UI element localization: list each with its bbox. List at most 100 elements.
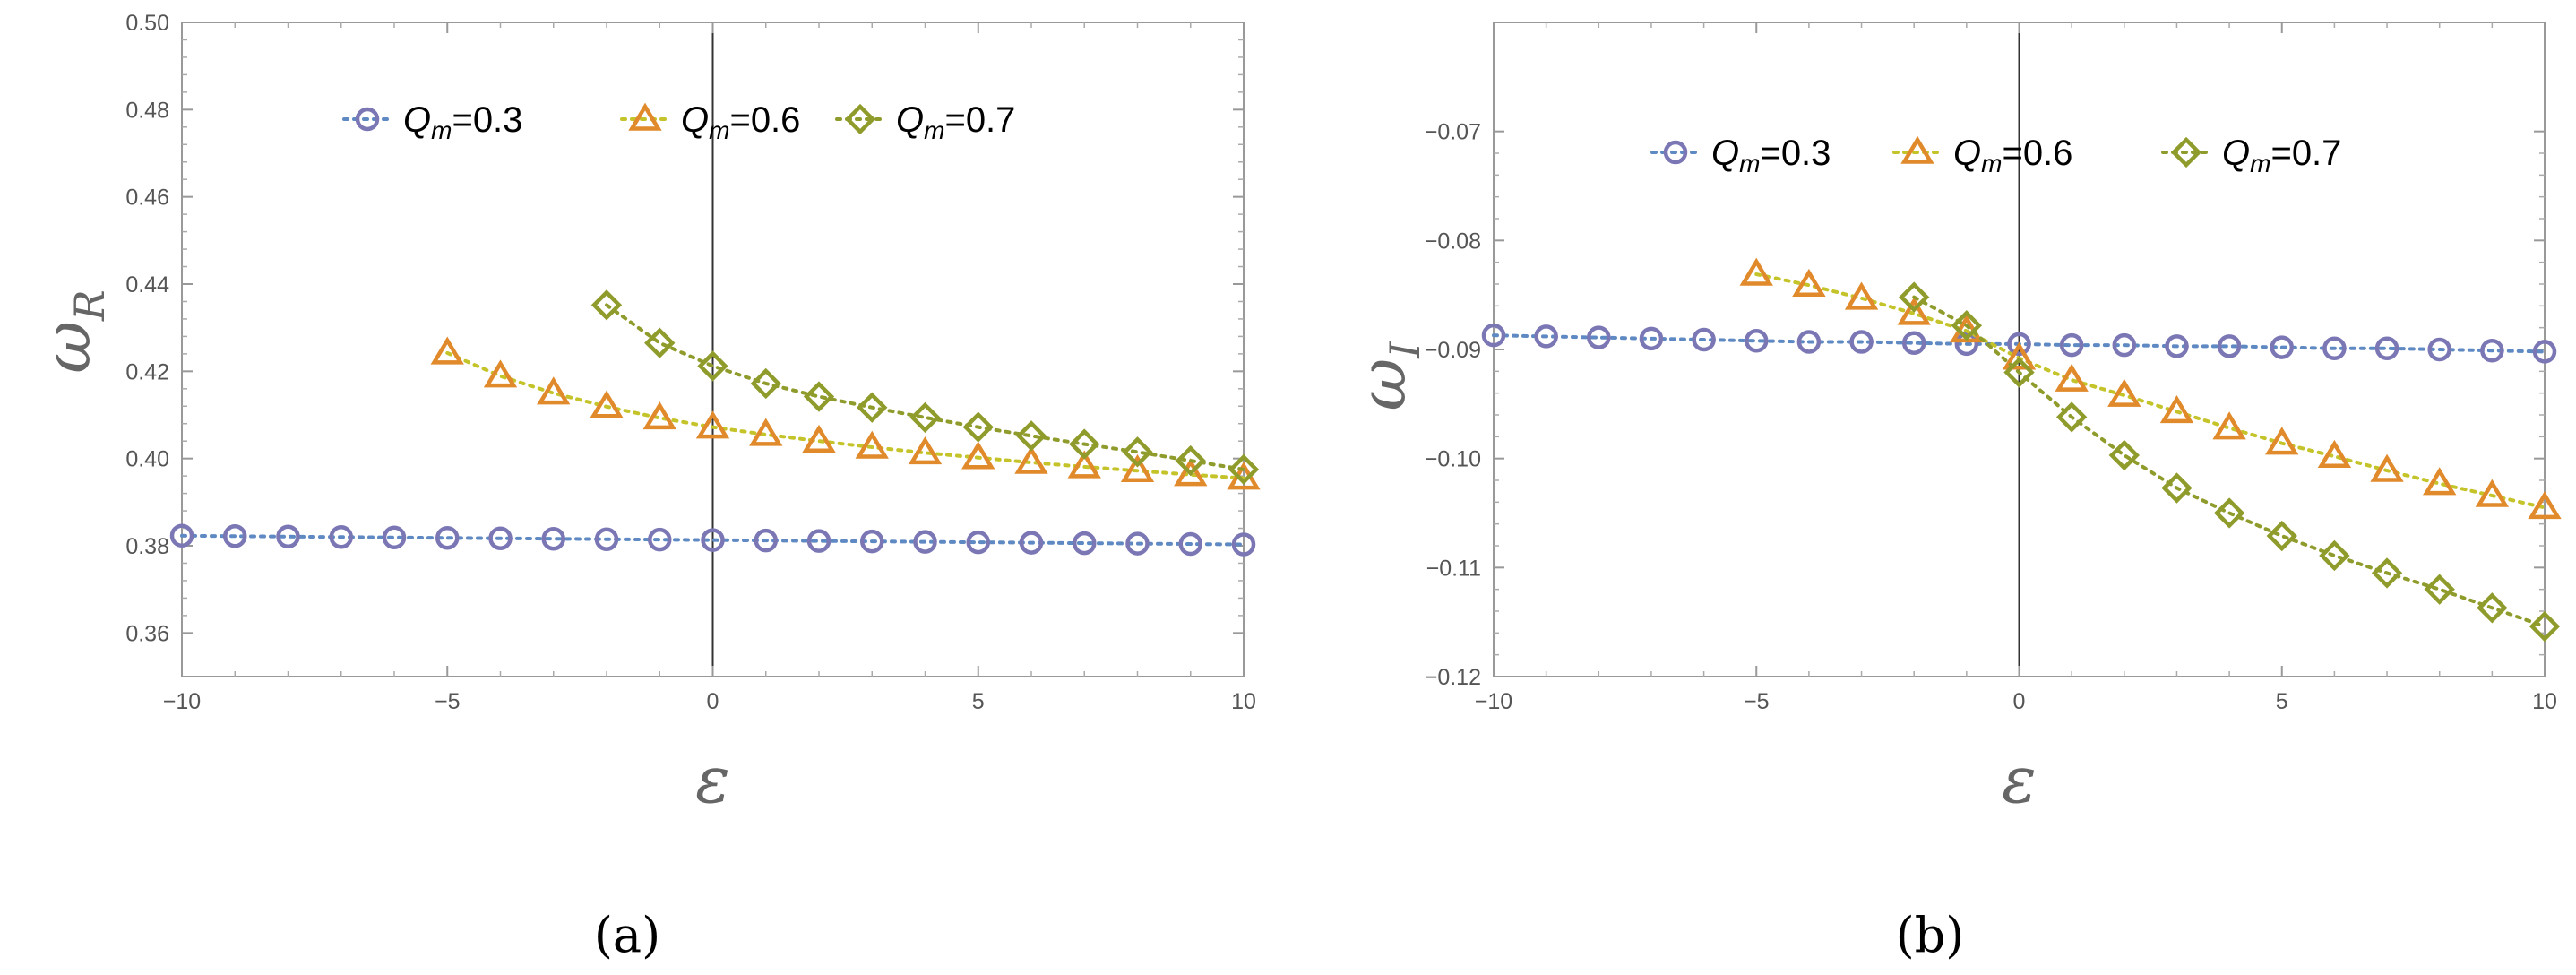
panel-b-data-point bbox=[2424, 574, 2455, 605]
panel-b-data-point bbox=[2003, 357, 2035, 388]
panel-b-data-point bbox=[2159, 394, 2194, 424]
panel-a-data-point bbox=[1120, 453, 1155, 483]
panel-a-data-point bbox=[435, 525, 460, 550]
panel-b-data-point bbox=[1897, 297, 1931, 325]
panel-a: −10 −5 0 5 10 0.36 0.38 0.40 0.42 0.44 0.46 0.48 0.5… bbox=[30, 11, 1261, 963]
panel-b-x-tick-label: −5 bbox=[1744, 689, 1770, 714]
panel-b-data-point bbox=[2317, 439, 2352, 468]
panel-b-data-point bbox=[2477, 592, 2508, 624]
panel-b-data-point bbox=[1796, 330, 1822, 354]
panel-a-data-point bbox=[648, 527, 672, 552]
panel-b-data-point bbox=[1639, 326, 1664, 351]
panel-a-data-point bbox=[806, 529, 831, 553]
panel-b-data-point bbox=[2475, 479, 2510, 507]
panel-b-data-point bbox=[1844, 281, 1879, 310]
panel-b-data-point bbox=[2055, 363, 2089, 392]
panel-b-y-tick-label: −0.08 bbox=[1425, 229, 1481, 254]
panel-a-data-point bbox=[909, 401, 941, 434]
panel-b-data-point bbox=[1739, 257, 1773, 286]
panel-b-data-point bbox=[2059, 332, 2084, 358]
panel-b-data-point bbox=[2480, 338, 2504, 363]
panel-a-y-axis-label: ωR bbox=[30, 289, 114, 373]
panel-a-x-tick-label: 0 bbox=[707, 689, 719, 714]
panel-b-legend-marker bbox=[2170, 136, 2202, 168]
panel-b-data-point bbox=[2165, 334, 2189, 358]
panel-a-data-point bbox=[430, 336, 464, 365]
panel-b-y-axis-label: ωI bbox=[1345, 341, 1429, 411]
panel-a-data-point bbox=[488, 526, 513, 550]
panel-a-data-point bbox=[1069, 428, 1100, 460]
panel-a-x-tick-label: −5 bbox=[435, 689, 461, 714]
panel-a-y-tick-label: 0.48 bbox=[125, 98, 169, 123]
panel-a-data-point bbox=[855, 430, 889, 459]
panel-a-data-point bbox=[642, 401, 676, 430]
panel-a-data-point bbox=[962, 411, 994, 443]
panel-b-x-tick-label: 5 bbox=[2276, 689, 2288, 714]
panel-b-y-tick-label: −0.07 bbox=[1425, 120, 1481, 145]
panel-b-data-point bbox=[2371, 557, 2403, 589]
panel-a-data-point bbox=[961, 441, 995, 470]
panel-b-data-point bbox=[2213, 497, 2245, 529]
panel-a-x-tick-label: 5 bbox=[972, 689, 985, 714]
panel-b-data-point bbox=[1954, 332, 1979, 357]
panel-a-data-point bbox=[644, 327, 676, 358]
panel-b-data-point bbox=[2270, 335, 2294, 359]
panel-a-data-point bbox=[750, 367, 781, 400]
panel-b-legend-marker bbox=[1900, 135, 1934, 164]
panel-a-data-point bbox=[913, 530, 937, 554]
panel-a-y-tick-label: 0.42 bbox=[125, 359, 169, 384]
panel-a-data-point bbox=[1175, 444, 1206, 477]
panel-a-data-point bbox=[276, 524, 300, 549]
panel-a-series-line bbox=[445, 350, 1245, 480]
panel-a-data-point bbox=[695, 410, 730, 439]
panel-a-data-point bbox=[1125, 531, 1150, 556]
panel-a-data-point bbox=[382, 525, 407, 550]
panel-a-data-point bbox=[802, 424, 836, 453]
panel-a-series-line bbox=[180, 533, 1245, 547]
panel-a-y-tick-label: 0.44 bbox=[125, 272, 169, 298]
panel-b-data-point bbox=[2055, 401, 2088, 433]
panel-a-data-point bbox=[701, 528, 725, 552]
panel-a-data-point bbox=[860, 529, 884, 554]
panel-b-x-tick-label: 0 bbox=[2013, 689, 2026, 714]
panel-b-data-point bbox=[2002, 341, 2037, 370]
panel-a-legend-marker bbox=[355, 107, 380, 132]
panel-a-x-axis-label: ε bbox=[695, 742, 730, 817]
panel-b-y-tick-label: −0.09 bbox=[1425, 338, 1481, 363]
panel-a-data-point bbox=[966, 530, 990, 555]
panel-b-x-axis-label: ε bbox=[2002, 742, 2037, 817]
panel-a-data-point bbox=[1231, 532, 1256, 557]
panel-b-y-tick-label: −0.12 bbox=[1425, 665, 1481, 690]
panel-a-y-tick-label: 0.50 bbox=[125, 11, 169, 36]
panel-b-data-point bbox=[2529, 610, 2561, 643]
panel-a-series-0 bbox=[169, 523, 1256, 557]
panel-b-series-line bbox=[1754, 272, 2546, 510]
panel-a-legend: Qm=0.3 Qm=0.6 Qm=0.7 bbox=[342, 100, 1015, 144]
panel-b-legend-label: Qm=0.3 bbox=[1711, 134, 1831, 177]
panel-b-caption: (b) bbox=[1896, 907, 1965, 963]
panel-b-data-point bbox=[2266, 520, 2297, 552]
panel-a-data-point bbox=[1019, 531, 1044, 555]
panel-a-y-tick-label: 0.46 bbox=[125, 186, 169, 211]
panel-b-data-point bbox=[2107, 378, 2141, 407]
panel-a-data-point bbox=[908, 436, 943, 465]
panel-b-data-point bbox=[2108, 439, 2140, 471]
panel-a-data-point bbox=[1015, 420, 1047, 452]
panel-a-y-tick-label: 0.40 bbox=[125, 447, 169, 472]
panel-b-series-1 bbox=[1739, 257, 2562, 520]
panel-a-legend-label: Qm=0.7 bbox=[896, 100, 1015, 144]
panel-b-data-point bbox=[1901, 331, 1926, 355]
panel-a-data-point bbox=[223, 524, 247, 548]
panel-a-legend-marker bbox=[844, 103, 876, 135]
panel-b-data-point bbox=[2322, 336, 2347, 361]
panel-b-data-point bbox=[1899, 281, 1930, 313]
panel-a-data-point bbox=[590, 289, 623, 321]
panel-b-data-point bbox=[1587, 325, 1611, 349]
panel-b-series-line bbox=[1912, 295, 2546, 629]
panel-a-data-point bbox=[329, 525, 353, 549]
panel-b-data-point bbox=[1481, 323, 1506, 348]
panel-a-data-point bbox=[483, 359, 518, 388]
panel-a-data-point bbox=[1228, 453, 1260, 486]
panel-b-x-tick-label: −10 bbox=[1475, 689, 1512, 714]
panel-b-data-point bbox=[2423, 467, 2457, 496]
